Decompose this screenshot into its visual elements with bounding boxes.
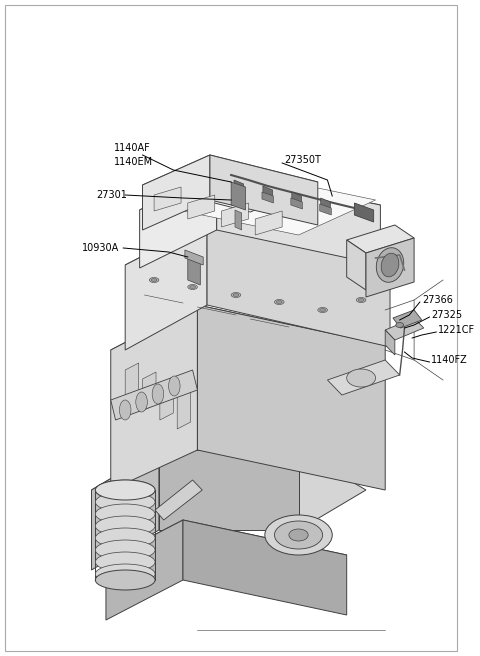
Text: 1140AF: 1140AF — [114, 143, 150, 153]
Ellipse shape — [356, 298, 366, 302]
Ellipse shape — [381, 253, 399, 277]
Polygon shape — [221, 203, 249, 227]
Polygon shape — [160, 381, 173, 420]
Text: 27350T: 27350T — [284, 155, 321, 165]
Ellipse shape — [120, 400, 131, 420]
Ellipse shape — [151, 279, 157, 281]
Polygon shape — [210, 155, 318, 225]
Ellipse shape — [96, 516, 155, 536]
Ellipse shape — [275, 300, 284, 304]
Polygon shape — [393, 310, 422, 328]
Polygon shape — [140, 172, 216, 268]
Ellipse shape — [96, 480, 155, 500]
Ellipse shape — [136, 392, 147, 412]
Ellipse shape — [276, 300, 282, 304]
Ellipse shape — [190, 285, 195, 289]
Polygon shape — [92, 450, 366, 530]
Polygon shape — [291, 198, 302, 209]
Ellipse shape — [233, 293, 239, 297]
Polygon shape — [347, 225, 414, 253]
Polygon shape — [354, 203, 373, 222]
Text: 1140FZ: 1140FZ — [432, 355, 468, 365]
Polygon shape — [143, 155, 318, 212]
Text: 27325: 27325 — [432, 310, 463, 320]
Ellipse shape — [96, 564, 155, 584]
Text: 27301: 27301 — [96, 190, 127, 200]
Ellipse shape — [318, 308, 327, 312]
Polygon shape — [185, 250, 203, 265]
Ellipse shape — [320, 308, 325, 312]
Polygon shape — [154, 187, 181, 211]
Polygon shape — [255, 211, 282, 235]
Polygon shape — [106, 520, 347, 595]
Polygon shape — [143, 372, 156, 411]
Ellipse shape — [396, 323, 404, 327]
Polygon shape — [188, 195, 215, 219]
Polygon shape — [216, 172, 380, 265]
Polygon shape — [125, 363, 139, 402]
Polygon shape — [111, 370, 197, 420]
Text: 27366: 27366 — [422, 295, 453, 305]
Ellipse shape — [358, 298, 364, 302]
Polygon shape — [125, 223, 390, 300]
Ellipse shape — [168, 376, 180, 396]
Polygon shape — [234, 180, 244, 194]
Ellipse shape — [96, 540, 155, 560]
Polygon shape — [320, 204, 331, 215]
Polygon shape — [154, 170, 375, 235]
Polygon shape — [347, 240, 366, 290]
Polygon shape — [235, 210, 242, 230]
Polygon shape — [207, 223, 390, 347]
Ellipse shape — [149, 277, 159, 283]
Polygon shape — [233, 186, 245, 197]
Polygon shape — [231, 182, 246, 210]
Ellipse shape — [347, 369, 375, 387]
Polygon shape — [366, 238, 414, 297]
Ellipse shape — [96, 552, 155, 572]
Ellipse shape — [275, 521, 323, 549]
Polygon shape — [111, 305, 197, 490]
Polygon shape — [188, 255, 200, 285]
Polygon shape — [183, 520, 347, 615]
Polygon shape — [143, 155, 210, 230]
Polygon shape — [111, 305, 385, 390]
Polygon shape — [385, 318, 424, 340]
Text: 1140EM: 1140EM — [114, 157, 153, 167]
Polygon shape — [140, 172, 380, 243]
Polygon shape — [263, 186, 273, 200]
Polygon shape — [321, 198, 330, 212]
Ellipse shape — [152, 384, 164, 404]
Ellipse shape — [376, 248, 404, 282]
Ellipse shape — [231, 293, 241, 298]
Ellipse shape — [96, 504, 155, 524]
Polygon shape — [155, 480, 202, 520]
Polygon shape — [159, 450, 299, 530]
Polygon shape — [177, 390, 191, 429]
Ellipse shape — [265, 515, 332, 555]
Polygon shape — [327, 360, 400, 395]
Polygon shape — [197, 305, 385, 490]
Polygon shape — [385, 330, 395, 355]
Polygon shape — [106, 520, 183, 620]
Ellipse shape — [289, 529, 308, 541]
Polygon shape — [292, 192, 301, 206]
Ellipse shape — [96, 570, 155, 590]
Polygon shape — [92, 450, 159, 570]
Polygon shape — [125, 223, 207, 350]
Text: 1221CF: 1221CF — [438, 325, 475, 335]
Ellipse shape — [96, 480, 155, 500]
Polygon shape — [262, 192, 274, 203]
Ellipse shape — [96, 492, 155, 512]
Ellipse shape — [96, 528, 155, 548]
Text: 10930A: 10930A — [82, 243, 119, 253]
Ellipse shape — [188, 285, 197, 289]
